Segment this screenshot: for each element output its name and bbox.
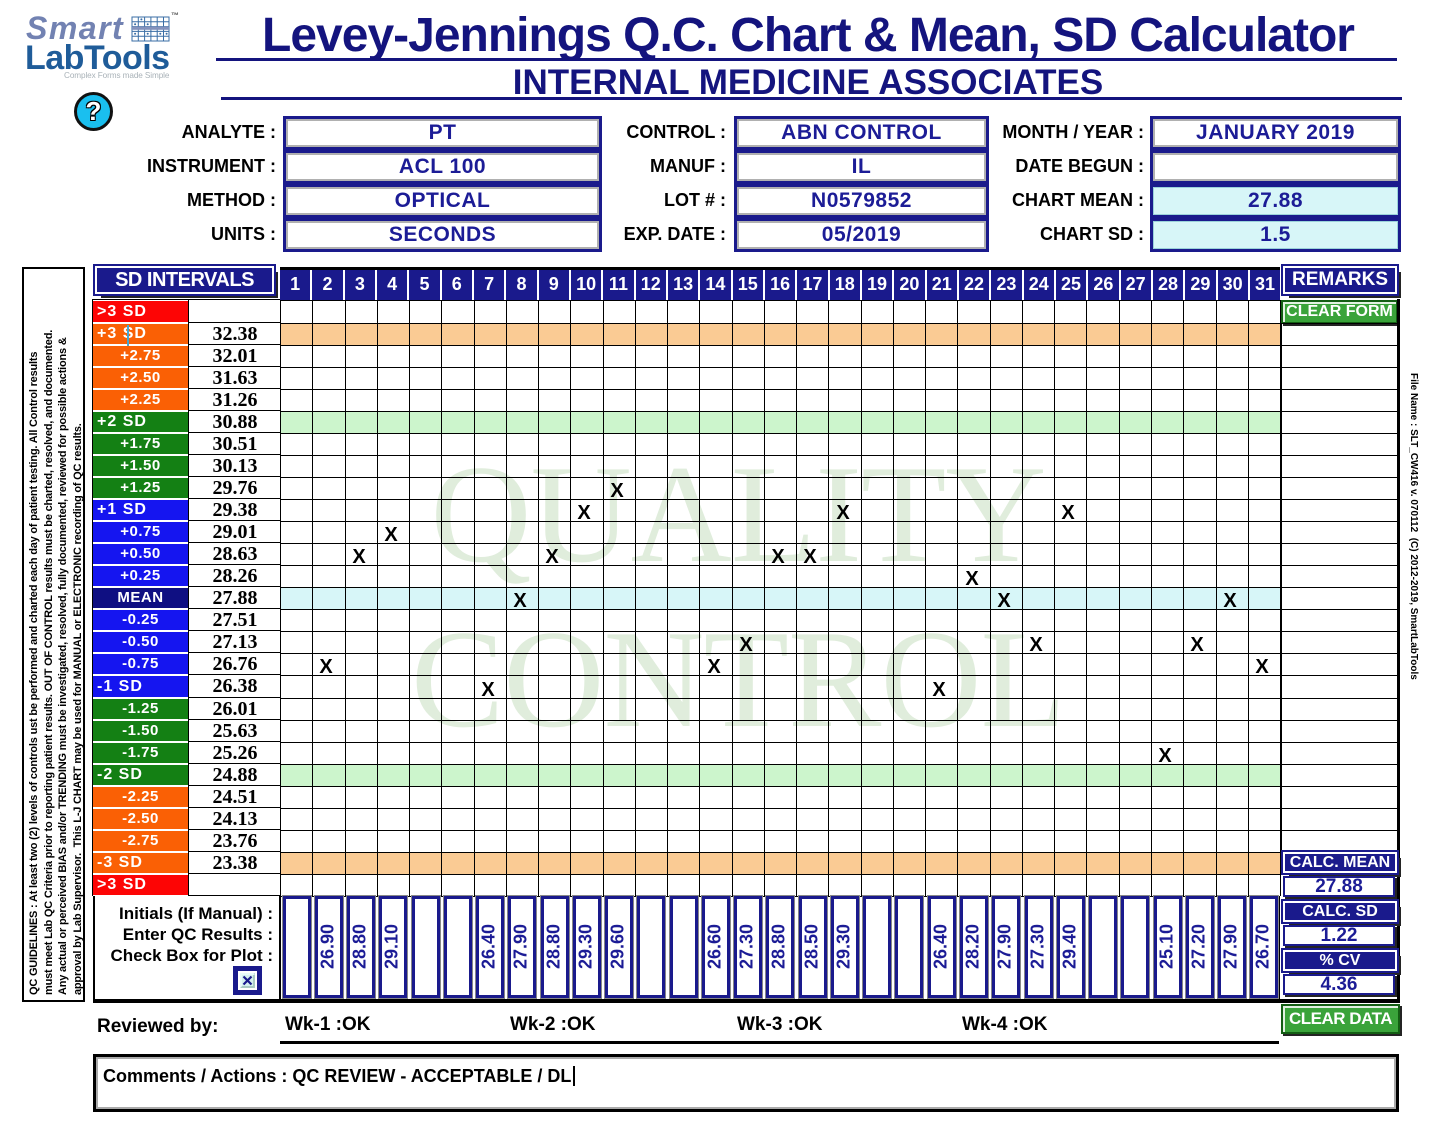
svg-text:X: X — [577, 502, 591, 524]
svg-text:X: X — [707, 656, 721, 678]
svg-text:X: X — [1158, 745, 1172, 767]
svg-text:X: X — [384, 524, 398, 546]
svg-text:X: X — [1029, 634, 1043, 656]
svg-text:X: X — [965, 568, 979, 590]
svg-text:X: X — [1223, 590, 1237, 612]
svg-text:X: X — [481, 679, 495, 701]
svg-text:X: X — [1190, 634, 1204, 656]
svg-text:X: X — [513, 590, 527, 612]
svg-text:X: X — [836, 502, 850, 524]
svg-text:X: X — [739, 634, 753, 656]
svg-text:X: X — [319, 656, 333, 678]
svg-text:X: X — [803, 546, 817, 568]
svg-text:X: X — [771, 546, 785, 568]
svg-text:X: X — [1061, 502, 1075, 524]
svg-text:X: X — [1255, 656, 1269, 678]
svg-text:X: X — [545, 546, 559, 568]
svg-text:X: X — [932, 679, 946, 701]
svg-text:X: X — [610, 480, 624, 502]
svg-text:X: X — [997, 590, 1011, 612]
svg-text:X: X — [352, 546, 366, 568]
